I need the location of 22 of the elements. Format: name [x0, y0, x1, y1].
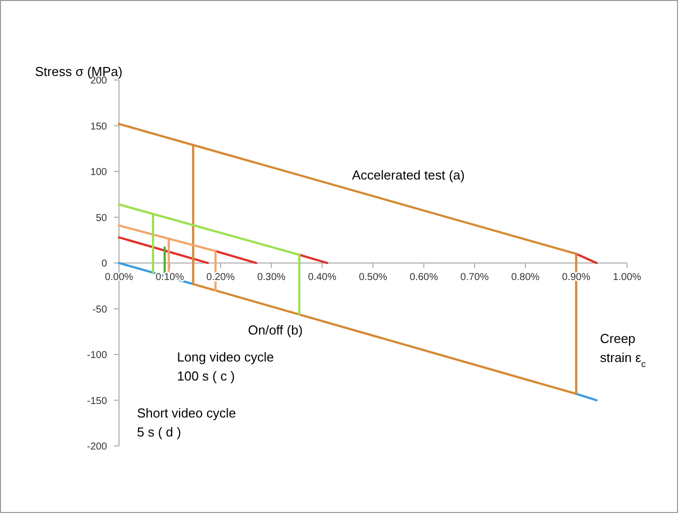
x-tick-label: 0.60% [410, 272, 438, 283]
annotation: Long video cycle 100 s ( c ) [177, 350, 274, 384]
x-tick-label: 0.80% [511, 272, 540, 283]
x-tick-label: 0.40% [308, 272, 336, 283]
y-axis-title: Stress σ (MPa) [35, 64, 122, 79]
y-tick-label: -200 [86, 442, 108, 452]
y-tick-label: 0 [101, 258, 108, 270]
y-tick-label: -100 [86, 350, 108, 361]
annotation: Accelerated test (a) [352, 168, 465, 183]
y-tick-label: 50 [96, 212, 108, 224]
y-tick-label: 150 [90, 121, 108, 132]
annotation: Short video cycle 5 s ( d ) [137, 406, 236, 440]
x-tick-label: 1.00% [612, 272, 642, 283]
x-axis-title: Creep strain ε$_{c}$ [600, 331, 646, 369]
y-tick-label: -50 [92, 304, 108, 316]
x-tick-label: 0.50% [358, 272, 388, 283]
x-tick-label: 0.70% [460, 272, 489, 283]
x-tick-label: 0.00% [104, 272, 134, 283]
annotation: On/off (b) [248, 322, 303, 338]
x-tick-label: 0.30% [257, 272, 286, 283]
y-tick-label: -150 [86, 396, 108, 407]
y-tick-label: 100 [90, 167, 108, 178]
